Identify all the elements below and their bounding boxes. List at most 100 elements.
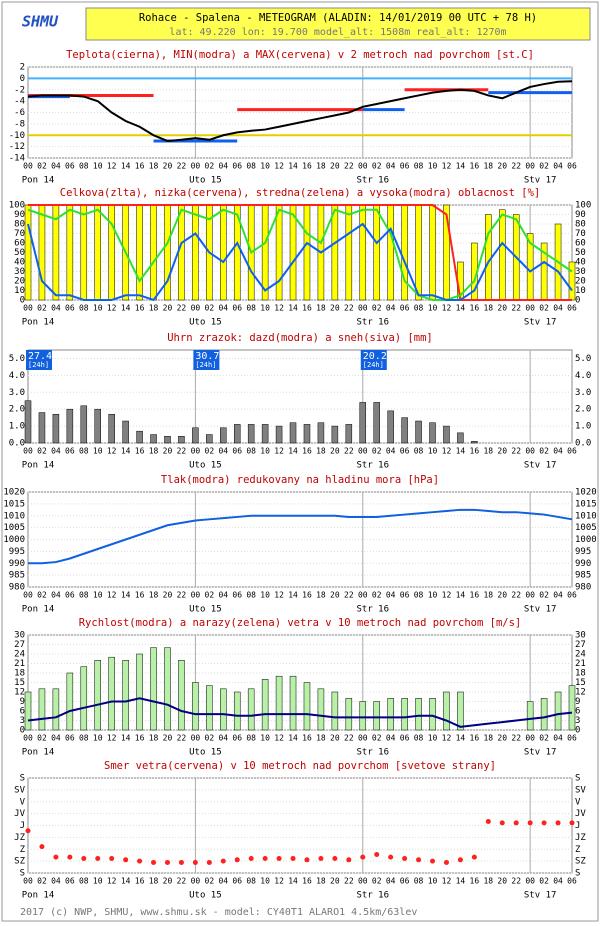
dot bbox=[388, 854, 394, 860]
x-tick-label: 00 bbox=[525, 162, 535, 171]
x-tick-label: 20 bbox=[330, 447, 340, 456]
x-tick-label: 16 bbox=[135, 591, 145, 600]
day-label: Pon 14 bbox=[22, 176, 55, 186]
x-tick-label: 20 bbox=[330, 304, 340, 313]
y-tick-label: -2 bbox=[14, 85, 25, 95]
y-tick-label: 0.0 bbox=[9, 439, 25, 449]
bar bbox=[38, 412, 46, 444]
bar bbox=[275, 425, 283, 444]
x-tick-label: 16 bbox=[470, 877, 480, 886]
dot bbox=[67, 854, 73, 860]
x-tick-label: 10 bbox=[93, 447, 103, 456]
y-tick-label: 15 bbox=[14, 678, 25, 688]
x-tick-label: 00 bbox=[358, 447, 368, 456]
x-tick-label: 16 bbox=[135, 162, 145, 171]
x-tick-label: 02 bbox=[372, 447, 382, 456]
bar bbox=[540, 698, 548, 731]
x-tick-label: 04 bbox=[386, 734, 396, 743]
bar bbox=[261, 679, 269, 731]
y-tick-label-right: 12 bbox=[575, 688, 586, 698]
x-tick-label: 02 bbox=[205, 591, 215, 600]
bar bbox=[457, 432, 464, 444]
dot bbox=[123, 857, 129, 863]
x-tick-label: 16 bbox=[302, 162, 312, 171]
x-tick-label: 08 bbox=[414, 591, 424, 600]
y-tick-label: 0 bbox=[20, 726, 25, 736]
day-label: Uto 15 bbox=[189, 461, 222, 471]
bar bbox=[429, 204, 436, 301]
x-tick-label: 14 bbox=[456, 304, 466, 313]
x-tick-label: 00 bbox=[191, 734, 201, 743]
bar bbox=[164, 435, 171, 444]
y-tick-label-right: 9 bbox=[575, 697, 580, 707]
x-tick-label: 12 bbox=[442, 734, 452, 743]
x-tick-label: 08 bbox=[246, 877, 256, 886]
y-tick-label-right: 18 bbox=[575, 669, 586, 679]
total-unit: [24h] bbox=[195, 361, 216, 369]
day-label: Stv 17 bbox=[524, 605, 557, 615]
bar bbox=[192, 682, 199, 731]
bar bbox=[122, 420, 129, 444]
bar bbox=[401, 417, 408, 444]
bar bbox=[526, 701, 534, 731]
y-tick-label-right: 3 bbox=[575, 716, 580, 726]
bar bbox=[220, 204, 227, 301]
bar bbox=[443, 425, 450, 444]
bar bbox=[443, 691, 450, 731]
y-tick-label-right: 90 bbox=[575, 210, 586, 220]
x-tick-label: 14 bbox=[121, 734, 131, 743]
dot bbox=[332, 855, 338, 861]
x-tick-label: 02 bbox=[205, 734, 215, 743]
x-tick-label: 06 bbox=[65, 162, 75, 171]
y-tick-label-right: 20 bbox=[575, 277, 586, 287]
bar bbox=[38, 688, 46, 731]
x-tick-label: 12 bbox=[274, 734, 284, 743]
y-tick-label-right: 21 bbox=[575, 659, 586, 669]
x-tick-label: 14 bbox=[456, 591, 466, 600]
x-tick-label: 06 bbox=[400, 734, 410, 743]
x-tick-label: 04 bbox=[386, 591, 396, 600]
y-tick-label: -12 bbox=[9, 142, 25, 152]
x-tick-label: 10 bbox=[428, 734, 438, 743]
x-tick-label: 06 bbox=[65, 734, 75, 743]
y-tick-label: 1015 bbox=[3, 499, 25, 509]
bar bbox=[275, 204, 283, 301]
y-tick-label: 0 bbox=[20, 74, 25, 84]
dot bbox=[416, 857, 422, 863]
bar bbox=[275, 675, 283, 731]
dot bbox=[276, 855, 282, 861]
bar bbox=[52, 414, 60, 444]
y-tick-label: 3 bbox=[20, 716, 25, 726]
x-tick-label: 02 bbox=[205, 447, 215, 456]
bar bbox=[66, 204, 74, 301]
y-tick-label-right: V bbox=[575, 797, 581, 807]
bar bbox=[331, 204, 339, 301]
x-tick-label: 08 bbox=[414, 447, 424, 456]
x-tick-label: 04 bbox=[553, 877, 563, 886]
bar bbox=[331, 425, 339, 444]
y-tick-label: 1020 bbox=[3, 488, 25, 498]
x-tick-label: 12 bbox=[442, 591, 452, 600]
x-tick-label: 04 bbox=[218, 734, 228, 743]
x-tick-label: 00 bbox=[358, 304, 368, 313]
bar bbox=[415, 204, 422, 301]
y-tick-label-right: 40 bbox=[575, 258, 586, 268]
x-tick-label: 06 bbox=[232, 877, 242, 886]
bar bbox=[317, 688, 325, 731]
x-tick-label: 04 bbox=[218, 447, 228, 456]
bar bbox=[24, 400, 32, 444]
x-tick-label: 00 bbox=[525, 591, 535, 600]
x-tick-label: 22 bbox=[344, 734, 354, 743]
dot bbox=[290, 855, 296, 861]
y-tick-label: 21 bbox=[14, 659, 25, 669]
total-box bbox=[193, 350, 220, 370]
x-tick-label: 20 bbox=[497, 877, 507, 886]
bar bbox=[568, 685, 576, 731]
x-tick-label: 00 bbox=[23, 447, 33, 456]
day-label: Stv 17 bbox=[524, 318, 557, 328]
day-label: Stv 17 bbox=[524, 176, 557, 186]
x-tick-label: 00 bbox=[358, 591, 368, 600]
y-tick-label: 12 bbox=[14, 688, 25, 698]
x-tick-label: 00 bbox=[525, 734, 535, 743]
dot bbox=[192, 859, 198, 865]
